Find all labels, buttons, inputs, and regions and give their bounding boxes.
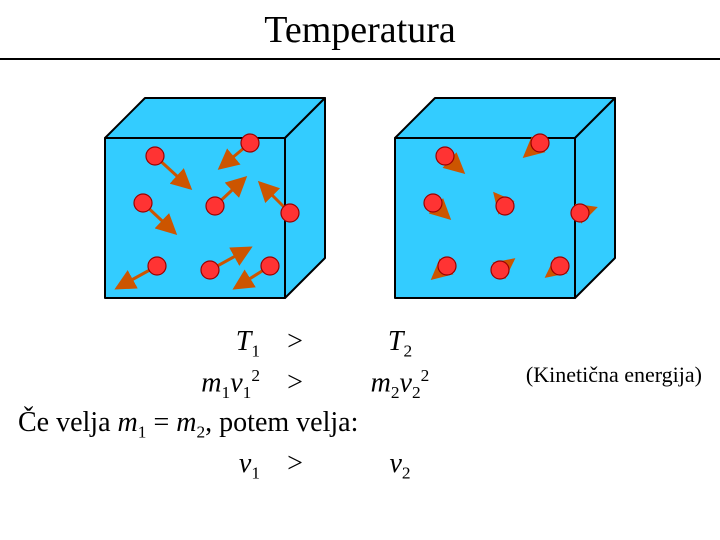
eq-temperature: T1 > T2 — [0, 326, 720, 362]
eq-condition: Če velja m1 = m2, potem velja: — [0, 407, 720, 443]
cubes-row — [0, 88, 720, 308]
title-divider — [0, 58, 720, 60]
page-title: Temperatura — [0, 0, 720, 58]
annotation-kinetic-energy: (Kinetična energija) — [526, 362, 702, 388]
eq-velocity: v1 > v2 — [0, 448, 720, 484]
cube-left — [95, 88, 335, 308]
equations-block: T1 > T2 m1v12 > m2v22 Če velja m1 = m2, … — [0, 326, 720, 484]
cube-right — [385, 88, 625, 308]
